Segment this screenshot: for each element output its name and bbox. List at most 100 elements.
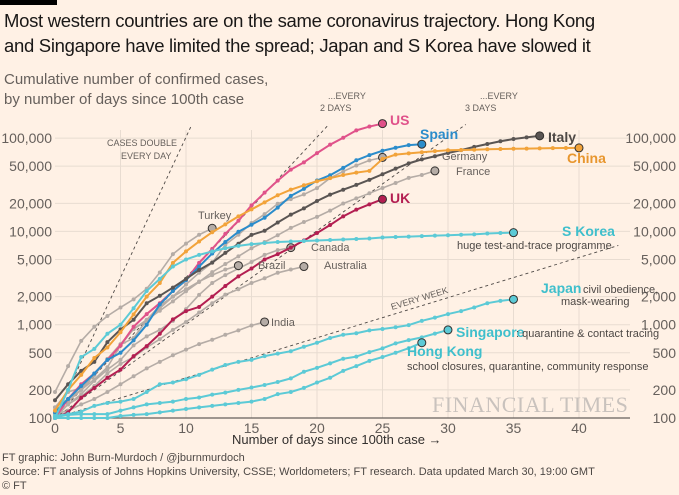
data-point-japan [275,351,280,356]
data-point-spain [328,173,333,178]
data-point-us [144,312,149,317]
reference-line-3d [54,124,466,419]
data-point-japan [393,325,398,330]
data-point-s-korea [380,235,385,240]
data-point-us [354,128,359,133]
data-point-china [249,207,254,212]
data-point-s-korea [92,346,97,351]
data-point-japan [262,354,267,359]
data-point-japan [432,315,437,320]
grid-lines [55,130,630,419]
data-point-india [92,396,97,401]
data-point-uk [197,304,202,309]
data-point-japan [249,357,254,362]
subtitle-line-2: by number of days since 100th case [4,91,245,108]
data-point-singapore [157,400,162,405]
data-point-uk [170,317,175,322]
data-point-hong-kong [92,416,97,420]
data-point-uk [354,207,359,212]
data-point-india [170,353,175,358]
data-point-italy [419,157,424,162]
data-point-india [79,402,84,407]
data-point-france [419,173,424,178]
data-point-s-korea [118,322,123,327]
data-point-china [236,214,241,219]
data-point-australia [275,270,280,275]
data-point-italy [498,139,503,144]
data-point-uk [92,385,97,390]
data-point-italy [380,172,385,177]
data-point-italy [223,250,228,255]
ft-brand-bar [0,0,57,5]
data-point-china [184,249,188,254]
data-point-canada [197,292,202,297]
y-tick-label-right: 50,000 [633,158,676,174]
data-point-s-korea [315,238,319,243]
data-point-singapore [66,412,71,417]
data-point-turkey [79,338,84,343]
data-point-singapore [105,412,110,417]
data-point-spain [144,322,149,327]
data-point-france [249,246,254,251]
data-point-china [498,147,503,152]
y-tick-label-left: 500 [29,345,53,361]
data-point-india [131,374,136,379]
data-point-us [367,124,372,129]
data-point-turkey [197,232,202,237]
data-point-japan [236,359,241,364]
data-point-china [131,312,136,317]
data-point-hong-kong [197,405,202,410]
ref-label-every-week: EVERY WEEK [390,285,450,312]
x-tick-label: 30 [440,420,456,436]
ft-watermark: FINANCIAL TIMES [432,392,628,417]
data-point-uk [79,395,84,400]
data-point-singapore [131,405,136,410]
data-point-japan [509,294,518,304]
data-point-s-korea [170,264,175,269]
data-point-india [157,359,162,364]
data-point-canada [92,378,97,383]
data-point-china [563,146,568,151]
data-point-turkey [92,324,97,329]
data-point-china [144,294,149,299]
data-point-spain [417,139,427,149]
data-point-japan [341,332,346,337]
label-australia: Australia [324,260,368,272]
data-point-s-korea [393,235,398,240]
data-point-france [315,214,319,219]
data-point-australia [249,280,254,285]
data-point-japan [485,301,490,306]
label-turkey: Turkey [198,210,232,222]
ref-label-every-2-days-2: 2 DAYS [320,103,351,113]
data-point-uk [118,367,123,372]
y-tick-label-right: 20,000 [633,195,676,211]
data-point-singapore [118,408,123,413]
data-point-france [157,308,162,313]
data-point-germany [341,169,346,174]
data-point-india [184,347,188,352]
data-point-singapore [223,390,228,395]
data-point-canada [118,357,123,362]
data-point-turkey [184,241,188,246]
data-point-japan [170,380,175,385]
data-point-uk [367,202,372,207]
data-point-italy [210,260,215,265]
data-point-china [354,170,359,175]
data-point-us [301,160,306,165]
data-point-italy [53,398,57,403]
data-point-italy [524,135,529,140]
data-point-italy [79,368,84,373]
data-point-china [223,222,228,227]
reference-line-7d [54,245,619,419]
data-point-s-korea [131,306,136,311]
data-point-s-korea [328,237,333,242]
data-point-germany [367,158,372,163]
data-point-australia [184,319,188,324]
data-point-uk [184,309,188,314]
data-point-hong-kong [105,416,110,420]
data-point-singapore [328,361,333,366]
data-point-germany [315,186,319,191]
data-point-singapore [197,395,202,400]
data-point-hong-kong [275,392,280,397]
y-tick-label-right: 5,000 [641,251,676,267]
